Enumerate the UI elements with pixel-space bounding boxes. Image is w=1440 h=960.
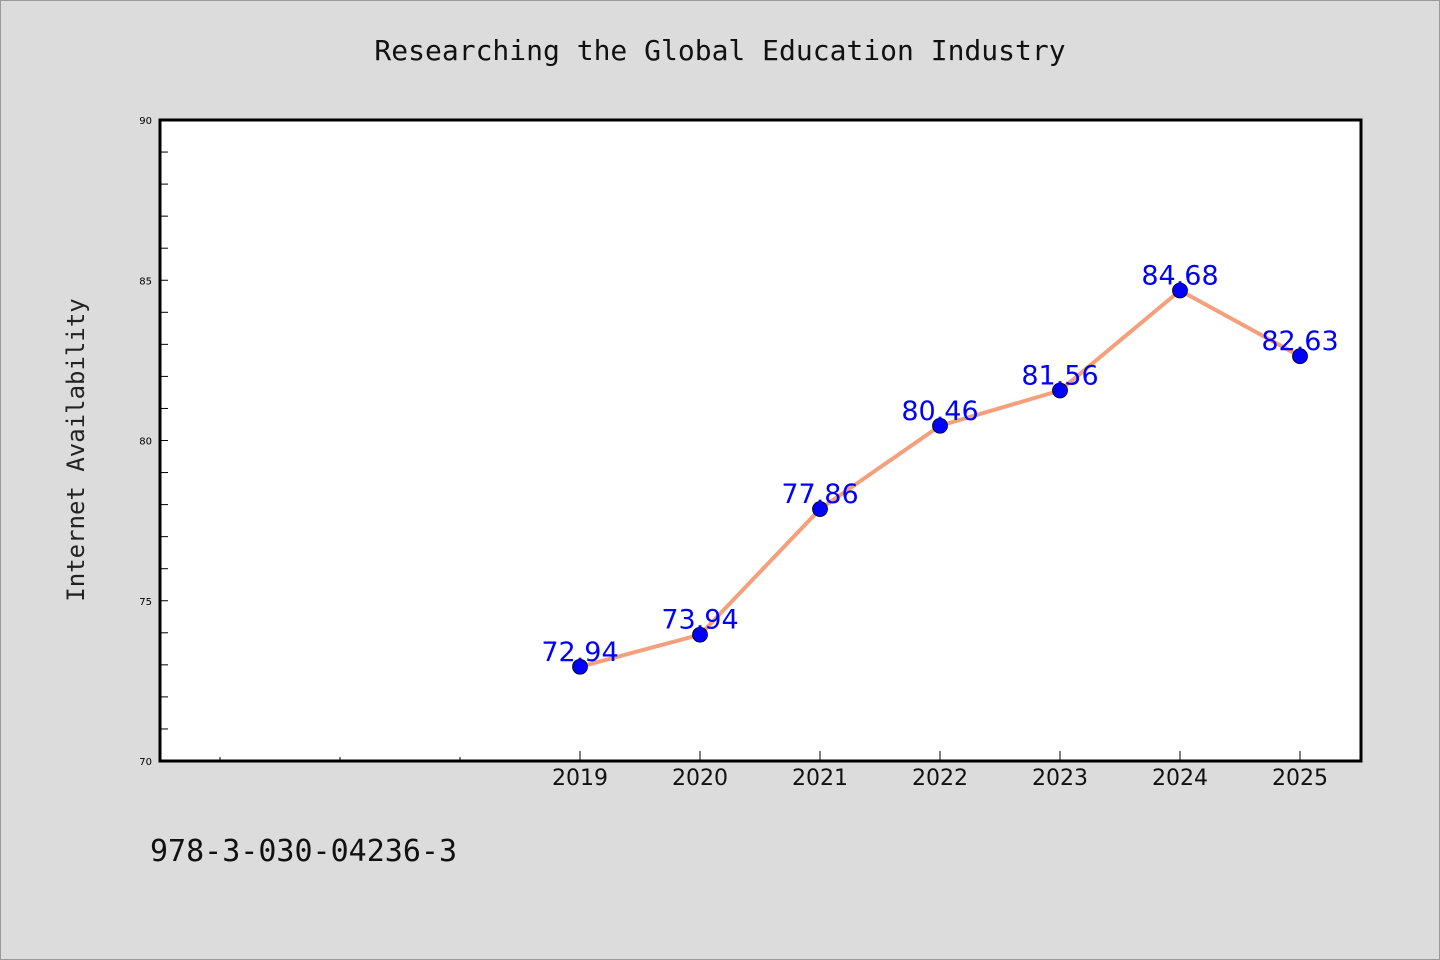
data-point-marker: [572, 658, 588, 675]
x-tick-label: 2025: [1272, 766, 1328, 791]
data-label: 84.68: [1141, 261, 1218, 292]
x-tick-label: 2020: [672, 766, 728, 791]
y-tick-label: 70: [139, 757, 152, 768]
data-label: 77.86: [781, 479, 858, 510]
plot-frame: [158, 118, 1363, 763]
data-label: 82.63: [1261, 326, 1338, 357]
x-tick-label: 2019: [552, 766, 608, 791]
data-point-marker: [1052, 382, 1068, 399]
data-point-marker: [1292, 348, 1308, 365]
data-point-marker: [812, 501, 828, 517]
isbn-text: 978-3-030-04236-3: [150, 834, 458, 869]
data-label: 80.46: [901, 396, 978, 427]
data-point-marker: [692, 626, 708, 643]
y-tick-label: 85: [139, 276, 152, 287]
data-label: 73.94: [661, 605, 738, 636]
y-tick-label: 90: [139, 116, 152, 127]
x-tick-label: 2022: [912, 766, 968, 791]
x-tick-label: 2023: [1032, 766, 1088, 791]
plot-area: [160, 120, 1361, 761]
chart-title: Researching the Global Education Industr…: [374, 34, 1066, 67]
y-tick-label: 75: [139, 597, 152, 608]
x-tick-label: 2021: [792, 766, 848, 791]
y-tick-label: 80: [139, 437, 152, 448]
x-tick-label: 2024: [1152, 766, 1208, 791]
data-point-marker: [932, 417, 948, 434]
data-label: 81.56: [1021, 361, 1098, 392]
data-label: 72.94: [541, 637, 618, 668]
data-point-marker: [1172, 282, 1188, 299]
